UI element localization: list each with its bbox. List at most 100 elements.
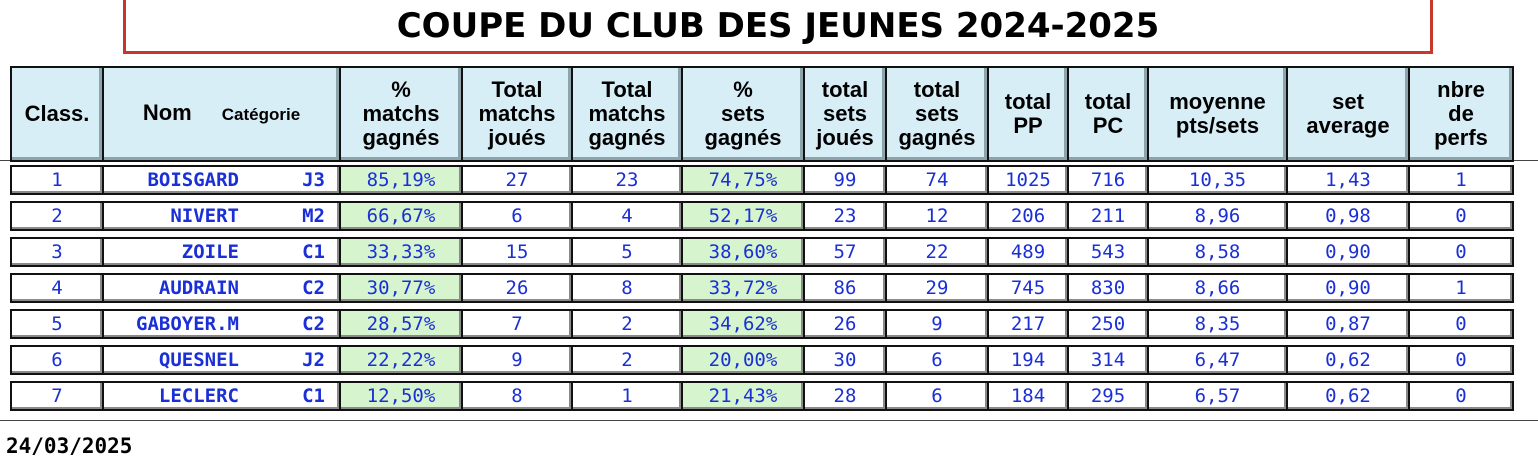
header-line: Total [491, 77, 543, 102]
player-cell: BOISGARD J3 [102, 165, 341, 195]
header-line: sets [914, 101, 960, 126]
player-category: J2 [302, 349, 325, 371]
header-line: gagnés [588, 125, 666, 150]
header-set-average: set average [1286, 66, 1410, 162]
matchs-gagnes-cell: 5 [571, 237, 683, 267]
sets-joues-cell: 23 [803, 201, 887, 231]
header-total-sets-joues: total sets joués [803, 66, 887, 162]
player-cell: AUDRAIN C2 [102, 273, 341, 303]
header-total-matchs-joues: Total matchs joués [461, 66, 573, 162]
sets-joues-cell: 30 [803, 345, 887, 375]
standings-header: Class. Nom Catégorie % matchs gagnés Tota… [10, 66, 1514, 162]
header-line: matchs [362, 101, 440, 126]
pct-matchs-cell: 28,57% [339, 309, 463, 339]
perfs-cell: 0 [1408, 381, 1514, 411]
header-line: matchs [588, 101, 666, 126]
perfs-cell: 0 [1408, 309, 1514, 339]
header-line: average [1306, 113, 1390, 138]
matchs-joues-cell: 8 [461, 381, 573, 411]
total-pp-cell: 184 [987, 381, 1069, 411]
header-line: de [1448, 101, 1474, 126]
player-cell: NIVERT M2 [102, 201, 341, 231]
total-pp-cell: 217 [987, 309, 1069, 339]
header-line: moyenne [1169, 89, 1266, 114]
header-line: % [391, 77, 411, 102]
header-line: matchs [478, 101, 556, 126]
header-line: perfs [1434, 125, 1488, 150]
header-line: gagnés [704, 125, 782, 150]
rank-cell: 6 [10, 345, 104, 375]
perfs-cell: 0 [1408, 201, 1514, 231]
perfs-cell: 0 [1408, 237, 1514, 267]
matchs-gagnes-cell: 2 [571, 345, 683, 375]
header-line: set [1332, 89, 1364, 114]
set-average-cell: 0,62 [1286, 345, 1410, 375]
player-cell: ZOILE C1 [102, 237, 341, 267]
sets-gagnes-cell: 9 [885, 309, 989, 339]
matchs-joues-cell: 7 [461, 309, 573, 339]
moyenne-cell: 10,35 [1147, 165, 1288, 195]
table-row: 2 NIVERT M2 66,67% 6 4 52,17% 23 12 206 211 8,96 0,9… [10, 201, 1514, 231]
rank-cell: 1 [10, 165, 104, 195]
header-total-pp: total PP [987, 66, 1069, 162]
total-pc-cell: 314 [1067, 345, 1149, 375]
player-category: M2 [302, 205, 325, 227]
pct-sets-cell: 38,60% [681, 237, 805, 267]
moyenne-cell: 8,66 [1147, 273, 1288, 303]
header-line: total [913, 77, 961, 102]
moyenne-cell: 8,35 [1147, 309, 1288, 339]
table-row: 7 LECLERC C1 12,50% 8 1 21,43% 28 6 184 295 6,57 0,6… [10, 381, 1514, 411]
sets-joues-cell: 28 [803, 381, 887, 411]
total-pc-cell: 830 [1067, 273, 1149, 303]
header-line: total [1004, 89, 1052, 114]
total-pc-cell: 543 [1067, 237, 1149, 267]
pct-matchs-cell: 66,67% [339, 201, 463, 231]
perfs-cell: 1 [1408, 273, 1514, 303]
header-total-sets-gagnes: total sets gagnés [885, 66, 989, 162]
pct-matchs-cell: 85,19% [339, 165, 463, 195]
header-moyenne: moyenne pts/sets [1147, 66, 1288, 162]
sets-gagnes-cell: 6 [885, 381, 989, 411]
set-average-cell: 0,62 [1286, 381, 1410, 411]
header-pct-sets: % sets gagnés [681, 66, 805, 162]
pct-sets-cell: 52,17% [681, 201, 805, 231]
matchs-joues-cell: 6 [461, 201, 573, 231]
header-nom: Nom Catégorie [102, 66, 341, 162]
set-average-cell: 0,98 [1286, 201, 1410, 231]
header-total-matchs-gagnes: Total matchs gagnés [571, 66, 683, 162]
header-total-pc: total PC [1067, 66, 1149, 162]
pct-matchs-cell: 30,77% [339, 273, 463, 303]
page-title: COUPE DU CLUB DES JEUNES 2024-2025 [123, 0, 1433, 54]
rank-cell: 7 [10, 381, 104, 411]
sets-gagnes-cell: 29 [885, 273, 989, 303]
date-label: 24/03/2025 [6, 434, 133, 458]
total-pp-cell: 206 [987, 201, 1069, 231]
pct-matchs-cell: 22,22% [339, 345, 463, 375]
player-cell: GABOYER.M C2 [102, 309, 341, 339]
matchs-gagnes-cell: 1 [571, 381, 683, 411]
player-cell: LECLERC C1 [102, 381, 341, 411]
sets-joues-cell: 99 [803, 165, 887, 195]
matchs-joues-cell: 15 [461, 237, 573, 267]
table-row: 6 QUESNEL J2 22,22% 9 2 20,00% 30 6 194 314 6,47 0,6… [10, 345, 1514, 375]
header-line: pts/sets [1175, 113, 1260, 138]
sets-gagnes-cell: 22 [885, 237, 989, 267]
moyenne-cell: 6,57 [1147, 381, 1288, 411]
moyenne-cell: 8,96 [1147, 201, 1288, 231]
header-line: joués [816, 125, 874, 150]
pct-sets-cell: 20,00% [681, 345, 805, 375]
rank-cell: 2 [10, 201, 104, 231]
matchs-joues-cell: 26 [461, 273, 573, 303]
moyenne-cell: 6,47 [1147, 345, 1288, 375]
set-average-cell: 0,90 [1286, 237, 1410, 267]
header-nom-label: Nom [142, 100, 192, 125]
matchs-gagnes-cell: 2 [571, 309, 683, 339]
header-classement: Class. [10, 66, 104, 162]
sets-joues-cell: 26 [803, 309, 887, 339]
player-name: NIVERT [170, 205, 239, 227]
total-pp-cell: 745 [987, 273, 1069, 303]
player-category: C1 [302, 385, 325, 407]
sets-joues-cell: 86 [803, 273, 887, 303]
rank-cell: 3 [10, 237, 104, 267]
table-row: 3 ZOILE C1 33,33% 15 5 38,60% 57 22 489 543 8,58 0,9… [10, 237, 1514, 267]
